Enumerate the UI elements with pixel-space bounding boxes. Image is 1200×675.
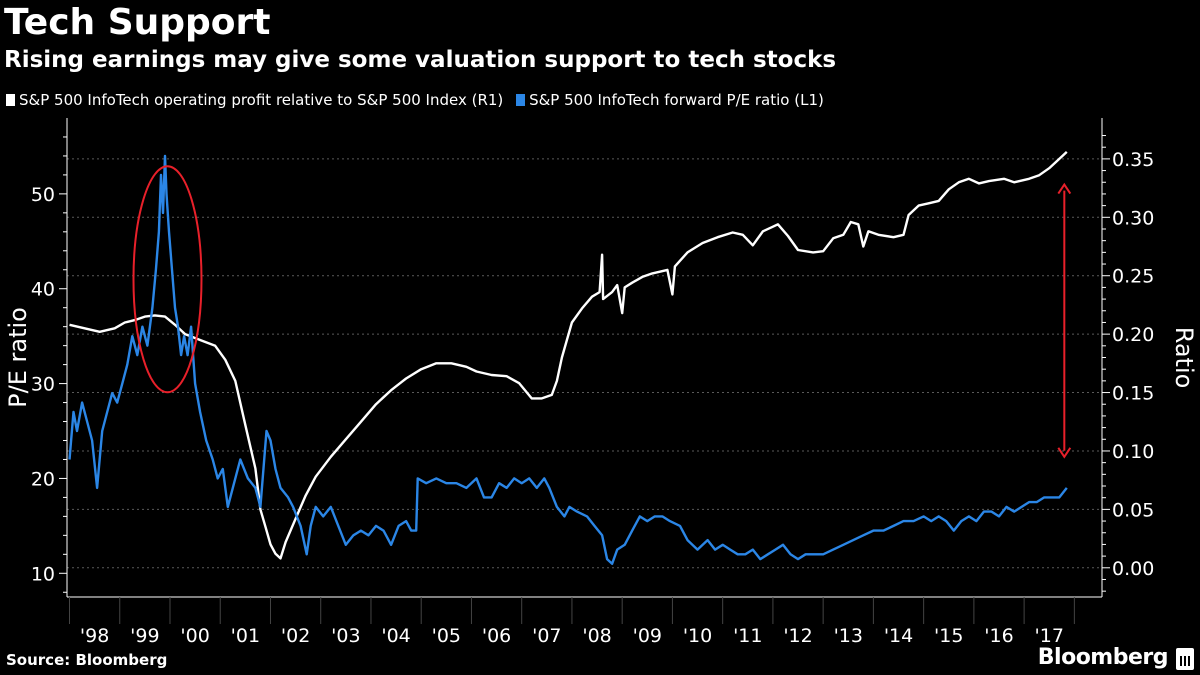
right-tick-label: 0.30 — [1112, 207, 1154, 229]
legend-item-profit: S&P 500 InfoTech operating profit relati… — [6, 89, 503, 111]
legend-swatch-pe — [516, 94, 526, 106]
x-tick-label: '07 — [532, 625, 561, 647]
x-tick-label: '00 — [180, 625, 209, 647]
left-tick-label: 10 — [31, 563, 55, 585]
x-tick-label: '11 — [733, 625, 762, 647]
x-tick-label: '04 — [381, 625, 410, 647]
brand-logo: Bloomberg — [1037, 645, 1169, 670]
right-tick-label: 0.25 — [1112, 266, 1154, 288]
left-tick-label: 50 — [31, 184, 55, 206]
right-axis-label: Ratio — [1170, 327, 1198, 389]
legend-item-pe: S&P 500 InfoTech forward P/E ratio (L1) — [516, 89, 824, 111]
series-line-profit-ratio — [69, 151, 1068, 560]
legend-label-pe: S&P 500 InfoTech forward P/E ratio (L1) — [529, 91, 824, 109]
legend-label-profit: S&P 500 InfoTech operating profit relati… — [19, 91, 504, 109]
chart-title: Tech Support — [4, 2, 271, 43]
left-tick-label: 30 — [31, 374, 55, 396]
gap-arrow-head-down — [1057, 447, 1072, 459]
x-tick-label: '12 — [783, 625, 812, 647]
left-tick-label: 20 — [31, 468, 55, 490]
x-tick-label: '08 — [582, 625, 611, 647]
x-tick-label: '03 — [331, 625, 360, 647]
x-tick-label: '06 — [482, 625, 511, 647]
right-tick-label: 0.00 — [1112, 558, 1154, 580]
right-tick-label: 0.05 — [1112, 499, 1154, 521]
x-tick-label: '10 — [683, 625, 712, 647]
x-tick-label: '16 — [984, 625, 1013, 647]
x-tick-label: '98 — [80, 625, 109, 647]
right-tick-label: 0.35 — [1112, 149, 1154, 171]
x-tick-label: '05 — [432, 625, 461, 647]
x-tick-label: '13 — [834, 625, 863, 647]
right-tick-label: 0.15 — [1112, 383, 1154, 405]
gap-arrow-head-up — [1057, 182, 1072, 195]
source-note: Source: Bloomberg — [6, 651, 168, 669]
chart-subtitle: Rising earnings may give some valuation … — [4, 47, 837, 73]
series-line-pe-ratio — [68, 154, 1068, 565]
left-tick-label: 40 — [31, 279, 55, 301]
x-tick-label: '09 — [633, 625, 662, 647]
x-tick-label: '01 — [231, 625, 260, 647]
chart-legend: S&P 500 InfoTech operating profit relati… — [6, 89, 832, 112]
x-tick-label: '17 — [1035, 625, 1064, 647]
x-tick-label: '15 — [934, 625, 963, 647]
legend-swatch-profit — [6, 94, 15, 106]
x-tick-label: '99 — [130, 625, 159, 647]
right-tick-label: 0.10 — [1112, 441, 1154, 463]
bloomberg-icon — [1176, 648, 1194, 670]
peak-highlight-ellipse — [132, 165, 203, 394]
x-tick-label: '14 — [884, 625, 913, 647]
x-tick-label: '02 — [281, 625, 310, 647]
right-tick-label: 0.20 — [1112, 324, 1154, 346]
left-axis-label: P/E ratio — [4, 307, 32, 408]
